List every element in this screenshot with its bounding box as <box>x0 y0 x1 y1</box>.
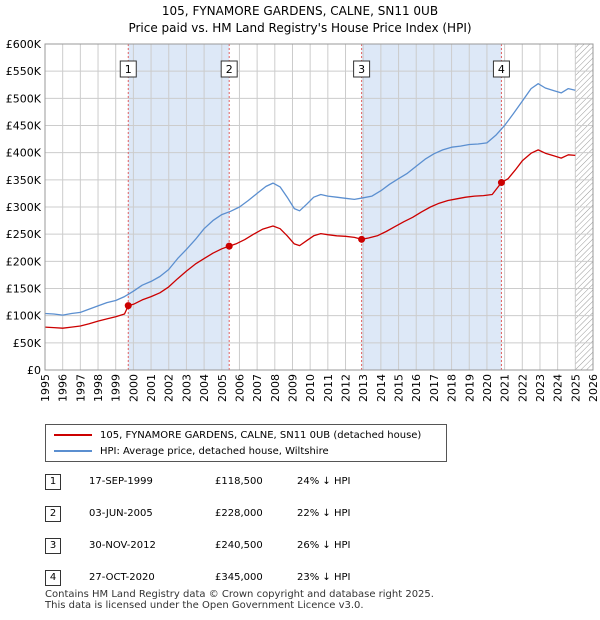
legend-swatch-hpi <box>54 450 92 452</box>
y-tick-label: £350K <box>6 174 42 187</box>
sale-price: £240,500 <box>215 540 263 551</box>
sale-marker-label: 1 <box>125 63 132 76</box>
legend-item-price-paid: 105, FYNAMORE GARDENS, CALNE, SN11 0UB (… <box>54 428 421 444</box>
x-tick-label: 2003 <box>180 374 193 402</box>
x-tick-label: 2026 <box>587 374 600 402</box>
sale-price: £228,000 <box>215 508 263 519</box>
sale-number-badge: 2 <box>45 506 61 522</box>
chart-title: 105, FYNAMORE GARDENS, CALNE, SN11 0UB P… <box>0 3 600 37</box>
sale-marker-label: 2 <box>226 63 233 76</box>
sale-date: 17-SEP-1999 <box>89 476 153 487</box>
sale-price: £118,500 <box>215 476 263 487</box>
price-paid-line <box>44 149 576 329</box>
x-tick-label: 1995 <box>39 374 52 402</box>
sale-marker-box <box>220 60 238 78</box>
x-tick-label: 2016 <box>410 374 423 402</box>
legend-label-price-paid: 105, FYNAMORE GARDENS, CALNE, SN11 0UB (… <box>100 430 422 441</box>
chart-title-line2: Price paid vs. HM Land Registry's House … <box>128 21 472 35</box>
sale-price: £345,000 <box>215 572 263 583</box>
x-tick-label: 2004 <box>198 374 211 402</box>
x-tick-label: 2019 <box>463 374 476 402</box>
table-row: 3 30-NOV-2012 £240,500 26% ↓ HPI <box>45 538 465 556</box>
x-tick-label: 2007 <box>251 374 264 402</box>
sale-hpi-delta: 26% ↓ HPI <box>297 540 351 551</box>
x-tick-label: 2009 <box>286 374 299 402</box>
x-tick-label: 2020 <box>481 374 494 402</box>
sale-date: 27-OCT-2020 <box>89 572 155 583</box>
sale-marker-label: 3 <box>358 63 365 76</box>
sale-hpi-delta: 22% ↓ HPI <box>297 508 351 519</box>
sale-hpi-delta: 24% ↓ HPI <box>297 476 351 487</box>
footer-line2: This data is licensed under the Open Gov… <box>45 600 364 611</box>
y-tick-label: £0 <box>27 364 41 377</box>
x-tick-label: 2023 <box>534 374 547 402</box>
legend-item-hpi: HPI: Average price, detached house, Wilt… <box>54 444 329 460</box>
sale-marker-box <box>492 60 510 78</box>
sale-number-badge: 3 <box>45 538 61 554</box>
x-tick-label: 2024 <box>552 374 565 402</box>
x-tick-label: 1997 <box>74 374 87 402</box>
x-tick-label: 2011 <box>322 374 335 402</box>
table-row: 1 17-SEP-1999 £118,500 24% ↓ HPI <box>45 474 465 492</box>
footer: Contains HM Land Registry data © Crown c… <box>45 589 434 611</box>
y-tick-label: £200K <box>6 255 42 268</box>
x-tick-label: 1999 <box>110 374 123 402</box>
x-tick-label: 2013 <box>357 374 370 402</box>
sale-number-badge: 1 <box>45 474 61 490</box>
x-tick-label: 2005 <box>216 374 229 402</box>
sale-marker-box <box>119 60 137 78</box>
x-tick-label: 2022 <box>516 374 529 402</box>
y-tick-label: £600K <box>6 38 42 51</box>
hpi-line <box>44 83 576 316</box>
x-tick-label: 2002 <box>163 374 176 402</box>
table-row: 2 03-JUN-2005 £228,000 22% ↓ HPI <box>45 506 465 524</box>
sale-point <box>497 179 505 187</box>
y-tick-label: £400K <box>6 147 42 160</box>
chart-title-line1: 105, FYNAMORE GARDENS, CALNE, SN11 0UB <box>161 4 439 18</box>
x-tick-label: 2012 <box>340 374 353 402</box>
price-chart: 1 2 3 4 £0 £50K £100K £150K £200K £250K £300K £350… <box>6 38 600 402</box>
legend: 105, FYNAMORE GARDENS, CALNE, SN11 0UB (… <box>45 424 447 462</box>
y-tick-label: £50K <box>13 337 42 350</box>
x-tick-label: 2021 <box>499 374 512 402</box>
x-tick-label: 2017 <box>428 374 441 402</box>
x-tick-label: 2014 <box>375 374 388 402</box>
sale-date: 03-JUN-2005 <box>89 508 153 519</box>
legend-swatch-price-paid <box>54 434 92 436</box>
y-tick-label: £300K <box>6 201 42 214</box>
sale-point <box>124 302 132 310</box>
sale-marker-box <box>353 60 371 78</box>
sale-point <box>225 242 233 250</box>
sale-hpi-delta: 23% ↓ HPI <box>297 572 351 583</box>
x-tick-label: 2000 <box>127 374 140 402</box>
x-tick-label: 1998 <box>92 374 105 402</box>
y-tick-label: £550K <box>6 65 42 78</box>
y-tick-label: £250K <box>6 228 42 241</box>
legend-label-hpi: HPI: Average price, detached house, Wilt… <box>100 446 329 457</box>
x-tick-label: 2015 <box>393 374 406 402</box>
x-tick-label: 2008 <box>269 374 282 402</box>
sale-date: 30-NOV-2012 <box>89 540 156 551</box>
sale-marker-label: 4 <box>498 63 505 76</box>
plot-frame <box>44 43 594 371</box>
x-tick-label: 2006 <box>233 374 246 402</box>
y-tick-label: £450K <box>6 120 42 133</box>
x-tick-label: 2010 <box>304 374 317 402</box>
y-tick-label: £500K <box>6 92 42 105</box>
table-row: 4 27-OCT-2020 £345,000 23% ↓ HPI <box>45 570 465 588</box>
sale-number-badge: 4 <box>45 570 61 586</box>
x-tick-label: 2025 <box>569 374 582 402</box>
y-tick-label: £150K <box>6 283 42 296</box>
x-tick-label: 2001 <box>145 374 158 402</box>
x-tick-label: 1996 <box>57 374 70 402</box>
x-tick-label: 2018 <box>446 374 459 402</box>
footer-line1: Contains HM Land Registry data © Crown c… <box>45 589 434 600</box>
sale-point <box>358 235 366 243</box>
y-tick-label: £100K <box>6 310 42 323</box>
